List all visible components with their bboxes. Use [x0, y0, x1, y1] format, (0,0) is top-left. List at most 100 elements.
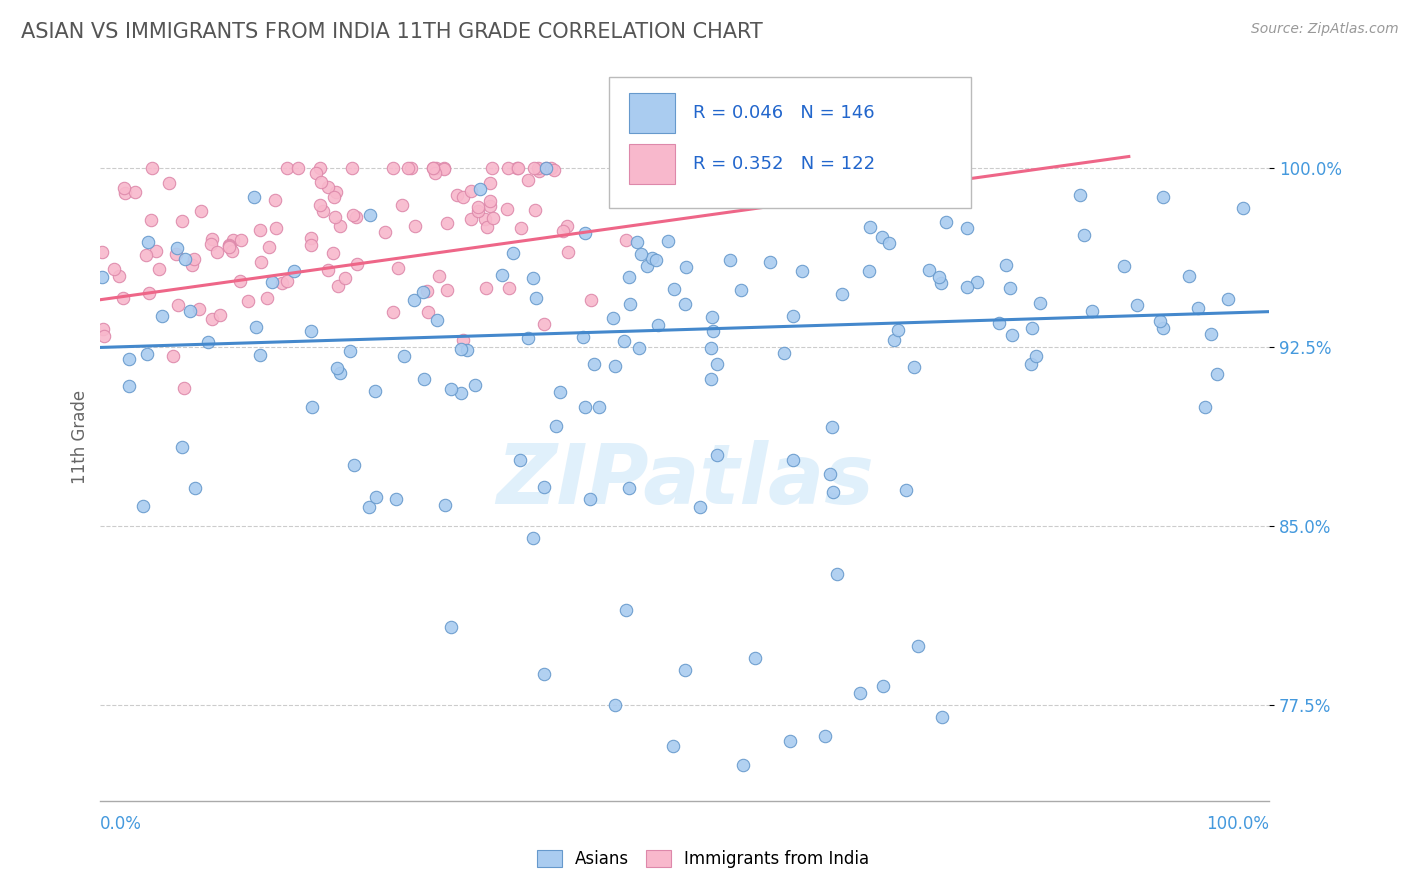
- Point: [412, 285, 434, 299]
- Point: [533, 480, 555, 494]
- Point: [325, 186, 347, 200]
- Point: [183, 252, 205, 267]
- Point: [1232, 202, 1254, 216]
- Point: [1081, 304, 1104, 318]
- Point: [249, 255, 271, 269]
- Point: [322, 245, 344, 260]
- Point: [718, 252, 741, 267]
- Point: [451, 333, 474, 347]
- Point: [138, 286, 160, 301]
- Point: [111, 292, 134, 306]
- Point: [173, 252, 195, 267]
- Point: [440, 620, 463, 634]
- Point: [574, 227, 596, 241]
- Point: [93, 328, 115, 343]
- Point: [218, 240, 240, 254]
- Point: [859, 219, 882, 234]
- Point: [929, 276, 952, 290]
- Point: [392, 349, 415, 363]
- Point: [433, 498, 456, 512]
- Point: [903, 359, 925, 374]
- Point: [399, 161, 422, 176]
- Point: [1199, 326, 1222, 341]
- Point: [543, 163, 565, 178]
- Point: [779, 734, 801, 748]
- Point: [180, 258, 202, 272]
- Point: [522, 532, 544, 546]
- Point: [998, 281, 1021, 295]
- Point: [617, 481, 640, 495]
- Point: [166, 241, 188, 255]
- Point: [1187, 301, 1209, 315]
- Point: [422, 161, 444, 176]
- Point: [509, 452, 531, 467]
- Point: [733, 758, 755, 772]
- Point: [475, 219, 498, 234]
- Point: [498, 281, 520, 295]
- Point: [613, 334, 636, 349]
- Point: [572, 329, 595, 343]
- Point: [662, 282, 685, 296]
- Point: [645, 252, 668, 267]
- Point: [630, 247, 652, 261]
- Point: [987, 316, 1010, 330]
- Point: [641, 251, 664, 265]
- FancyBboxPatch shape: [628, 93, 675, 133]
- Point: [205, 244, 228, 259]
- Point: [994, 258, 1017, 272]
- Point: [887, 323, 910, 337]
- Point: [460, 184, 482, 198]
- Point: [918, 263, 941, 277]
- Point: [478, 194, 501, 209]
- Text: Source: ZipAtlas.com: Source: ZipAtlas.com: [1251, 22, 1399, 37]
- Point: [299, 237, 322, 252]
- Point: [464, 377, 486, 392]
- Point: [526, 161, 548, 176]
- Point: [136, 347, 159, 361]
- Point: [385, 492, 408, 507]
- Point: [179, 304, 201, 318]
- Point: [966, 275, 988, 289]
- Point: [730, 284, 752, 298]
- Point: [481, 161, 503, 176]
- Point: [339, 344, 361, 359]
- Point: [928, 269, 950, 284]
- Point: [91, 245, 114, 260]
- Point: [533, 317, 555, 331]
- Point: [200, 236, 222, 251]
- Point: [534, 161, 557, 176]
- Point: [578, 491, 600, 506]
- Point: [304, 166, 326, 180]
- Point: [849, 686, 872, 700]
- Point: [396, 161, 419, 176]
- Point: [516, 173, 538, 187]
- Point: [1069, 188, 1091, 202]
- Point: [91, 270, 114, 285]
- Point: [165, 247, 187, 261]
- Point: [107, 268, 129, 283]
- Point: [1126, 298, 1149, 312]
- Point: [256, 291, 278, 305]
- Point: [467, 204, 489, 219]
- Point: [423, 166, 446, 180]
- Point: [440, 382, 463, 396]
- Point: [145, 244, 167, 259]
- Point: [139, 213, 162, 227]
- Point: [152, 309, 174, 323]
- Text: R = 0.046   N = 146: R = 0.046 N = 146: [693, 104, 875, 122]
- Point: [276, 161, 298, 176]
- Point: [188, 302, 211, 317]
- Point: [172, 214, 194, 228]
- Point: [287, 161, 309, 176]
- Point: [309, 197, 332, 211]
- Point: [405, 219, 427, 234]
- Point: [614, 233, 637, 247]
- Point: [391, 198, 413, 212]
- Point: [412, 372, 434, 386]
- Point: [626, 235, 648, 249]
- Text: 100.0%: 100.0%: [1206, 815, 1270, 833]
- Point: [858, 263, 880, 277]
- Point: [1021, 321, 1043, 335]
- FancyBboxPatch shape: [609, 77, 972, 208]
- Point: [700, 372, 723, 386]
